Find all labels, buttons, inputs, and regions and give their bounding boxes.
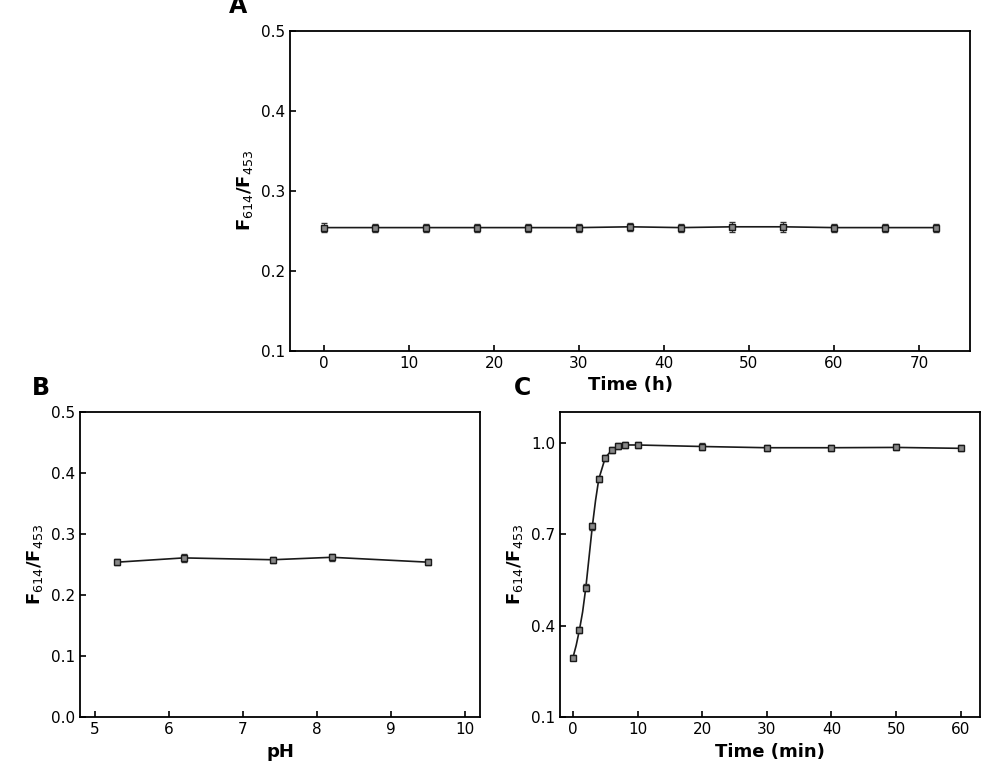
Text: A: A	[229, 0, 247, 18]
Y-axis label: F$_{614}$/F$_{453}$: F$_{614}$/F$_{453}$	[25, 524, 45, 605]
Text: C: C	[514, 376, 531, 400]
Y-axis label: F$_{614}$/F$_{453}$: F$_{614}$/F$_{453}$	[235, 150, 255, 231]
X-axis label: Time (min): Time (min)	[715, 742, 825, 761]
X-axis label: Time (h): Time (h)	[588, 376, 672, 394]
Y-axis label: F$_{614}$/F$_{453}$: F$_{614}$/F$_{453}$	[505, 524, 525, 605]
Text: B: B	[32, 376, 50, 400]
X-axis label: pH: pH	[266, 742, 294, 761]
